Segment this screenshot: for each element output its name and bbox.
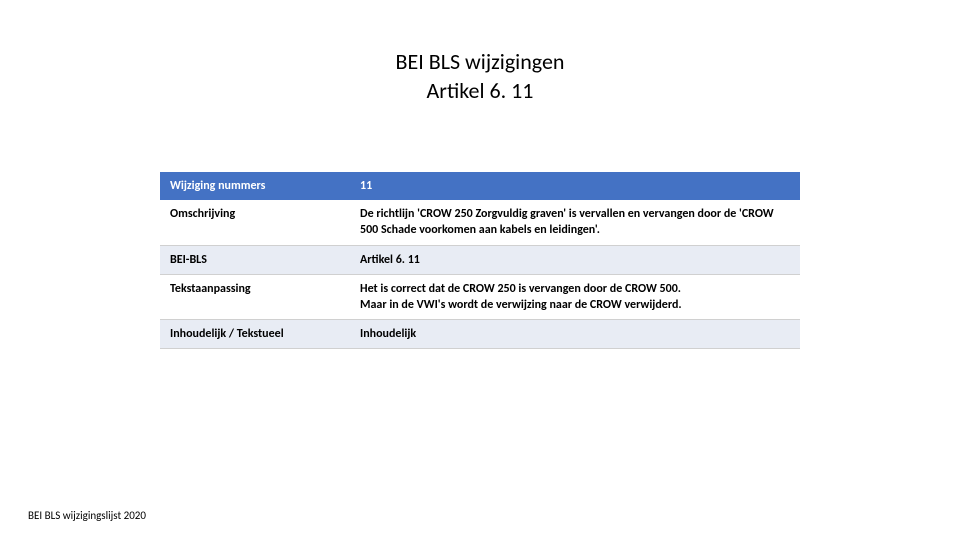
title-line-1: BEI BLS wijzigingen — [0, 48, 960, 75]
cell-value: Inhoudelijk — [350, 320, 800, 349]
cell-value: De richtlijn 'CROW 250 Zorgvuldig graven… — [350, 200, 800, 245]
cell-label: Omschrijving — [160, 200, 350, 245]
table-row-header: Wijziging nummers 11 — [160, 172, 800, 200]
table-row: BEI-BLS Artikel 6. 11 — [160, 245, 800, 274]
cell-value: Artikel 6. 11 — [350, 245, 800, 274]
changes-table-container: Wijziging nummers 11 Omschrijving De ric… — [160, 172, 800, 349]
title-line-2: Artikel 6. 11 — [0, 77, 960, 104]
footer-text: BEI BLS wijzigingslijst 2020 — [28, 509, 146, 522]
cell-label: BEI-BLS — [160, 245, 350, 274]
cell-label: Wijziging nummers — [160, 172, 350, 200]
table-row: Omschrijving De richtlijn 'CROW 250 Zorg… — [160, 200, 800, 245]
cell-value: 11 — [350, 172, 800, 200]
cell-label: Tekstaanpassing — [160, 274, 350, 319]
changes-table: Wijziging nummers 11 Omschrijving De ric… — [160, 172, 800, 349]
title-block: BEI BLS wijzigingen Artikel 6. 11 — [0, 0, 960, 104]
cell-value: Het is correct dat de CROW 250 is vervan… — [350, 274, 800, 319]
cell-label: Inhoudelijk / Tekstueel — [160, 320, 350, 349]
table-row: Tekstaanpassing Het is correct dat de CR… — [160, 274, 800, 319]
table-row: Inhoudelijk / Tekstueel Inhoudelijk — [160, 320, 800, 349]
